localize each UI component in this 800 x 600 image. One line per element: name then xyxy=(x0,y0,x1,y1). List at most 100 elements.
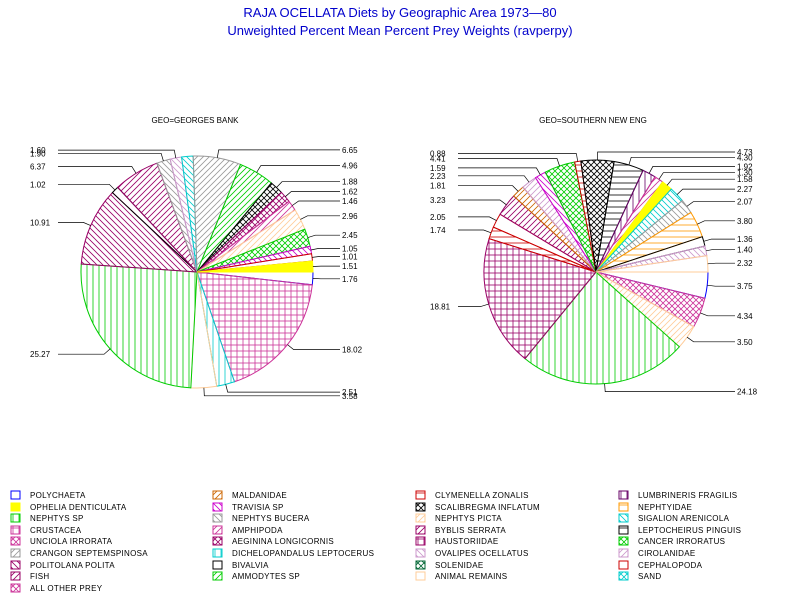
legend-swatch xyxy=(415,513,426,523)
slice-label: 4.96 xyxy=(342,162,358,171)
legend-swatch xyxy=(10,583,21,593)
legend-swatch xyxy=(212,571,223,581)
legend-label: CEPHALOPODA xyxy=(638,560,703,570)
legend-label: NEPHTYS BUCERA xyxy=(232,514,310,524)
slice-label: 18.02 xyxy=(342,346,363,355)
legend-label: CIROLANIDAE xyxy=(638,549,696,558)
legend-swatch xyxy=(415,560,426,570)
legend: POLYCHAETA OPHELIA DENTICULATA NEPHTYS SP C… xyxy=(10,490,790,595)
leader-line xyxy=(458,199,507,206)
legend-swatch xyxy=(618,513,629,523)
leader-line xyxy=(648,166,735,174)
legend-swatch xyxy=(618,571,629,581)
slice-label: 1.76 xyxy=(342,275,358,284)
leader-line xyxy=(597,151,735,161)
slice-label: 4.73 xyxy=(737,148,753,157)
slice-label: 3.80 xyxy=(737,217,753,226)
slice-label: 1.01 xyxy=(342,252,358,261)
slice-label: 4.41 xyxy=(430,155,446,164)
legend-label: CRUSTACEA xyxy=(30,525,82,535)
leader-line xyxy=(58,348,111,355)
leader-line xyxy=(58,166,137,174)
legend-swatch xyxy=(415,525,426,535)
slice-label: 1.46 xyxy=(342,197,358,206)
legend-label: AEGININA LONGICORNIS xyxy=(232,537,335,547)
slice-label: 1.74 xyxy=(430,226,446,235)
legend-label: NEPHTYS SP xyxy=(30,514,84,524)
legend-swatch xyxy=(618,502,629,512)
leader-line xyxy=(676,188,735,195)
legend-label: SOLENIDAE xyxy=(435,560,484,570)
pie-slice-ophelia-denticulata xyxy=(196,260,314,273)
legend-label: AMPHIPODA xyxy=(232,525,283,535)
slice-label: 0.88 xyxy=(430,150,446,159)
slice-label: 1.62 xyxy=(342,188,358,197)
leader-line xyxy=(458,229,492,234)
slice-label: 2.45 xyxy=(342,231,358,240)
leader-line xyxy=(58,222,91,226)
chart-subtitle: Unweighted Percent Mean Percent Prey Wei… xyxy=(227,23,573,38)
legend-swatch xyxy=(415,571,426,581)
legend-label: DICHELOPANDALUS LEPTOCERUS xyxy=(232,549,375,558)
leader-line xyxy=(686,201,735,207)
legend-swatch xyxy=(415,490,426,500)
legend-swatch xyxy=(618,548,629,558)
leader-line xyxy=(58,152,164,162)
leader-line xyxy=(658,172,735,180)
legend-swatch xyxy=(618,525,629,535)
pie-title-georges-bank: GEO=GEORGES BANK xyxy=(151,116,239,125)
leader-line xyxy=(307,234,340,238)
slice-label: 25.27 xyxy=(30,350,51,359)
leader-line xyxy=(287,344,340,350)
leader-line xyxy=(276,181,340,188)
slice-label: 2.05 xyxy=(430,213,446,222)
slice-label: 1.40 xyxy=(737,245,753,254)
legend-label: POLITOLANA POLITA xyxy=(30,560,115,570)
leader-line xyxy=(458,303,489,307)
slice-label: 6.65 xyxy=(342,146,358,155)
slice-label: 1.51 xyxy=(342,262,358,271)
slice-label: 1.88 xyxy=(342,178,358,187)
legend-swatch xyxy=(212,502,223,512)
legend-label: OPHELIA DENTICULATA xyxy=(30,502,127,512)
legend-label: FISH xyxy=(30,572,50,582)
leader-line xyxy=(707,262,735,265)
legend-label: POLYCHAETA xyxy=(30,491,86,500)
legend-swatch xyxy=(212,513,223,523)
leader-line xyxy=(458,216,497,221)
slice-label: 3.23 xyxy=(430,196,446,205)
pie-slice-nephtys-sp xyxy=(524,271,681,385)
slice-label: 1.90 xyxy=(30,149,46,158)
legend-swatch xyxy=(212,548,223,558)
legend-label: HAUSTORIIDAE xyxy=(435,537,499,547)
slice-label: 3.58 xyxy=(342,392,358,401)
legend-label: SIGALION ARENICOLA xyxy=(638,514,730,524)
slice-label: 1.60 xyxy=(30,146,46,155)
leader-line xyxy=(458,167,541,175)
leader-line xyxy=(697,220,735,225)
leader-line xyxy=(458,175,530,183)
legend-swatch xyxy=(10,502,21,512)
legend-swatch xyxy=(415,502,426,512)
slice-label: 1.30 xyxy=(737,169,753,178)
slice-label: 24.18 xyxy=(737,388,758,397)
legend-swatch xyxy=(618,490,629,500)
slice-label: 3.50 xyxy=(737,338,753,347)
pie-slice-politolana-polita xyxy=(80,191,199,273)
leader-line xyxy=(58,183,116,191)
legend-label: NEPHTYS PICTA xyxy=(435,514,502,524)
leader-line xyxy=(300,215,340,220)
leader-line xyxy=(291,200,340,206)
chart-title: RAJA OCELLATA Diets by Geographic Area 1… xyxy=(243,5,557,20)
slice-label: 1.58 xyxy=(737,175,753,184)
leader-line xyxy=(700,312,735,317)
slice-label: 1.92 xyxy=(737,162,753,171)
leader-line xyxy=(285,191,340,197)
slice-label: 18.81 xyxy=(430,302,451,311)
leader-line xyxy=(458,185,519,192)
legend-swatch xyxy=(10,560,21,570)
legend-label: CANCER IRRORATUS xyxy=(638,537,726,547)
legend-label: BIVALVIA xyxy=(232,560,269,570)
leader-line xyxy=(458,158,560,167)
slice-label: 1.02 xyxy=(30,180,46,189)
